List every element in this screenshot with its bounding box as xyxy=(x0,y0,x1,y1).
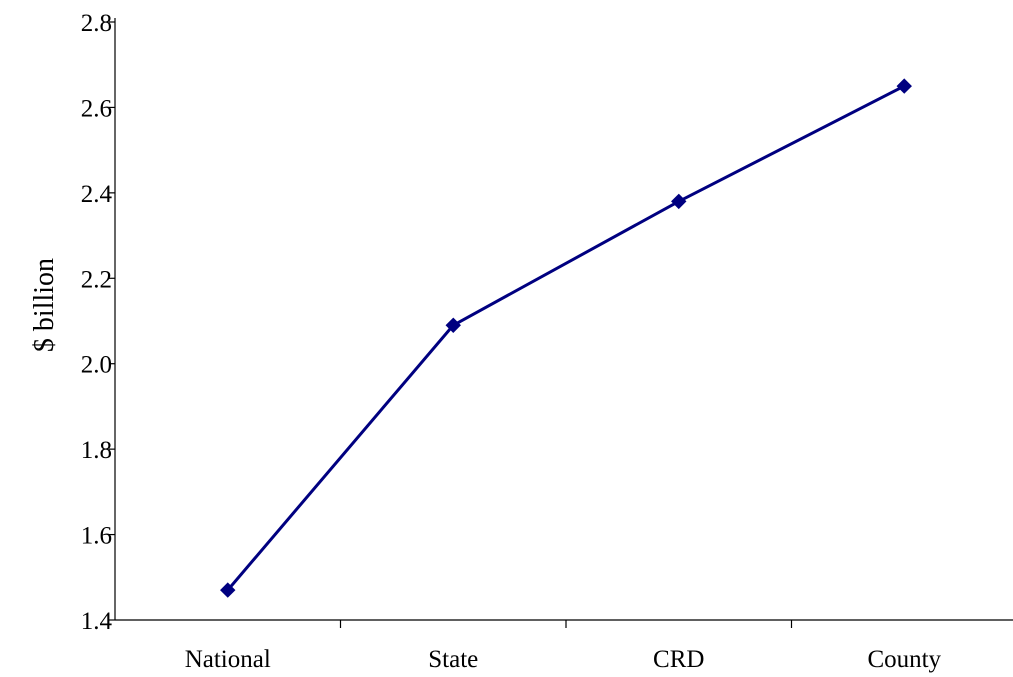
data-point-marker xyxy=(671,193,687,210)
data-point-marker xyxy=(220,582,236,598)
y-tick-label: 2.6 xyxy=(81,95,112,122)
y-tick-label: 1.6 xyxy=(81,523,112,550)
data-point-marker xyxy=(445,317,461,333)
x-tick-label: National xyxy=(185,646,271,673)
x-tick-label: CRD xyxy=(653,646,704,673)
x-axis-ticks: National State CRD County xyxy=(185,620,942,673)
y-tick-label: 2.0 xyxy=(81,352,112,379)
series-line xyxy=(226,84,905,592)
y-tick-label: 1.4 xyxy=(81,608,113,635)
data-point-marker xyxy=(896,78,912,94)
y-tick-label: 2.4 xyxy=(81,181,113,208)
y-axis-ticks: 1.4 1.6 1.8 2.0 2.2 2.4 2.6 2.8 xyxy=(81,10,115,635)
series-layer xyxy=(220,78,912,598)
y-axis-title: $ billion xyxy=(29,258,60,352)
y-tick-label: 1.8 xyxy=(81,437,112,464)
x-tick-label: County xyxy=(867,646,941,673)
y-tick-label: 2.2 xyxy=(81,266,112,293)
x-tick-label: State xyxy=(428,646,478,673)
y-tick-label: 2.8 xyxy=(81,10,112,37)
